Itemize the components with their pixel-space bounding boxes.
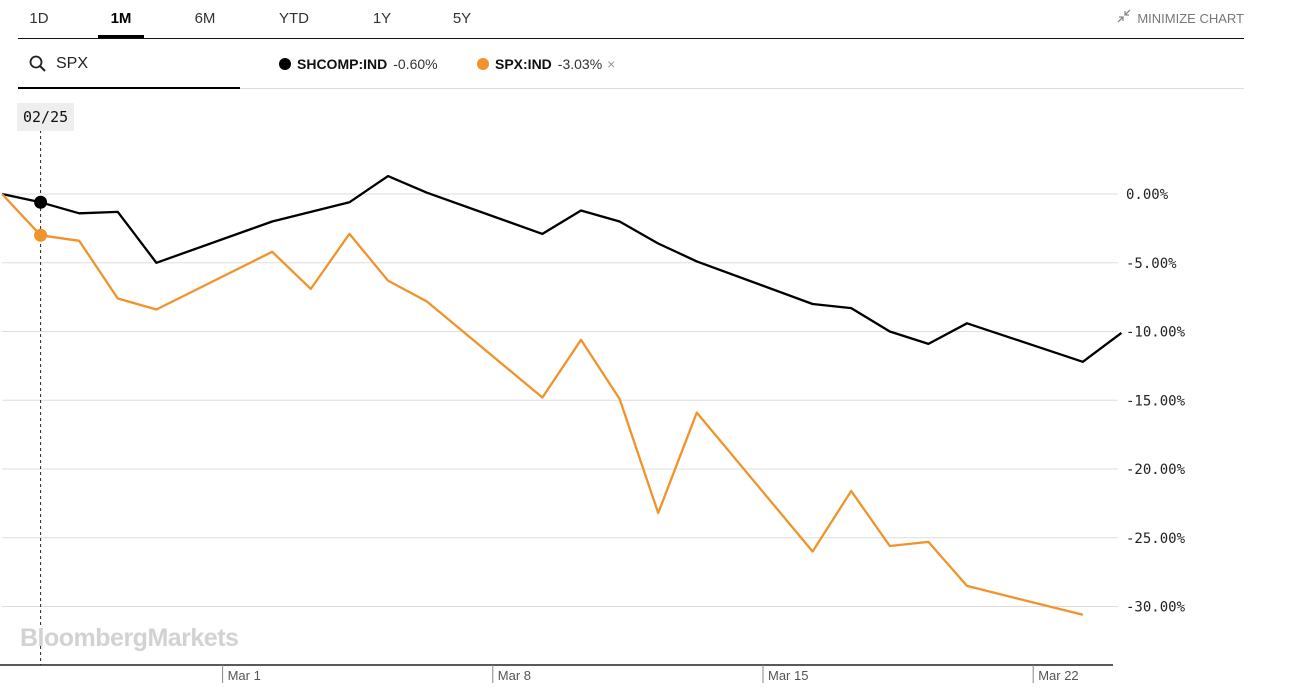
crosshair-marker-spx: [34, 228, 48, 242]
legend-dot-spx: [477, 57, 489, 70]
y-tick-label: 0.00%: [1126, 187, 1169, 203]
legend-name-spx: SPX:IND: [495, 55, 552, 72]
tab-1y[interactable]: 1Y: [372, 10, 392, 27]
search-box: [18, 40, 240, 89]
legend-name-shcomp: SHCOMP:IND: [297, 55, 388, 72]
x-tick-label: Mar 22: [1038, 668, 1078, 683]
legend-dot-shcomp: [279, 57, 291, 70]
y-tick-label: -10.00%: [1126, 325, 1186, 341]
minimize-label: MINIMIZE CHART: [1137, 11, 1244, 26]
minimize-icon: [1117, 0, 1131, 37]
legend-change-spx: -3.03%: [557, 55, 603, 72]
x-tick-label: Mar 8: [498, 668, 531, 683]
tab-1d[interactable]: 1D: [29, 10, 49, 27]
remove-series-button[interactable]: ×: [607, 55, 616, 72]
search-icon: [28, 54, 48, 74]
legend-item-spx: SPX:IND -3.03% ×: [477, 40, 615, 87]
tab-1m[interactable]: 1M: [98, 0, 144, 38]
crosshair-marker-shcomp: [34, 195, 48, 209]
crosshair-date-label: 02/25: [17, 103, 75, 131]
x-tick-label: Mar 15: [768, 668, 808, 683]
tab-ytd[interactable]: YTD: [279, 10, 309, 27]
x-tick-label: Mar 1: [228, 668, 261, 683]
series-line-shcomp: [1, 174, 1123, 363]
search-input[interactable]: [56, 54, 226, 73]
minimize-chart-button[interactable]: MINIMIZE CHART: [1117, 0, 1244, 37]
y-tick-label: -20.00%: [1126, 462, 1186, 478]
y-tick-label: -30.00%: [1126, 600, 1186, 616]
legend-change-shcomp: -0.60%: [393, 55, 438, 72]
y-tick-label: -5.00%: [1126, 256, 1177, 272]
tab-5y[interactable]: 5Y: [452, 10, 472, 27]
y-tick-label: -15.00%: [1126, 393, 1186, 409]
legend-item-shcomp: SHCOMP:IND -0.60%: [279, 40, 438, 87]
timeframe-tabs: 1D 1M 6M YTD 1Y 5Y MINIMIZE CHART: [18, 0, 1244, 39]
y-tick-label: -25.00%: [1126, 531, 1186, 547]
tab-6m[interactable]: 6M: [194, 10, 216, 27]
bloomberg-markets-logo: BloombergMarkets: [20, 624, 239, 652]
series-line-spx: [1, 193, 1084, 616]
compare-bar: SHCOMP:IND -0.60% SPX:IND -3.03% ×: [18, 40, 1244, 89]
